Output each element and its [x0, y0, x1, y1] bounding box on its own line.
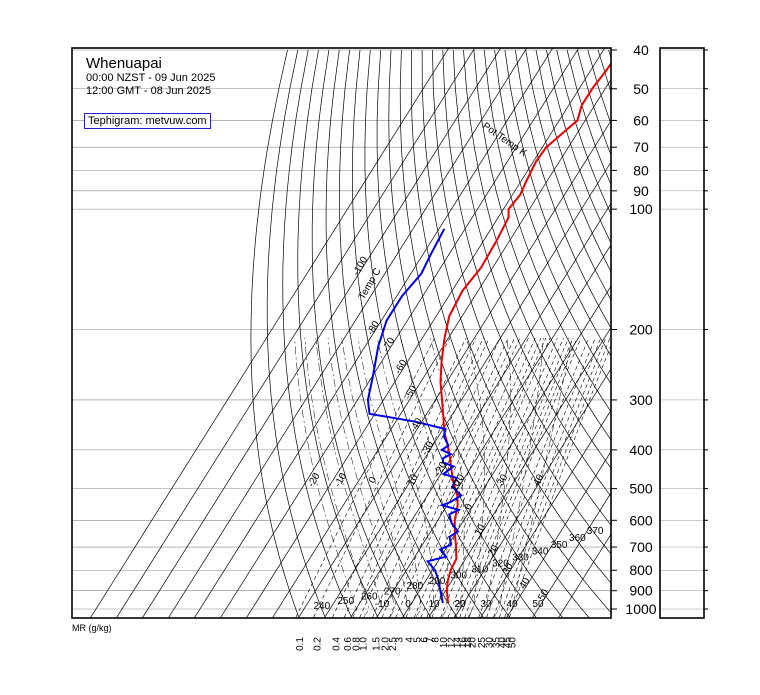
- dry-adiabat-line: [671, 50, 760, 618]
- mixing-ratio-line: [509, 338, 614, 618]
- mr-label: 0.1: [295, 637, 306, 651]
- saturated-adiabat-line: [342, 338, 408, 618]
- bottom-temp-label: 40: [506, 599, 518, 610]
- pressure-label: 200: [629, 322, 653, 338]
- pressure-label: 900: [629, 583, 653, 599]
- pressure-label: 60: [633, 112, 649, 128]
- theta-label: 290: [429, 576, 446, 587]
- local-time: 00:00 NZST - 09 Jun 2025: [86, 72, 215, 85]
- pressure-label: 100: [629, 201, 653, 217]
- theta-label: 260: [361, 591, 378, 602]
- dry-adiabat-line: [577, 50, 760, 618]
- pressure-label: 400: [629, 442, 653, 458]
- theta-label: 330: [512, 553, 529, 564]
- mr-label: 1.0: [358, 637, 369, 651]
- pressure-label: 300: [629, 392, 653, 408]
- pressure-label: 700: [629, 539, 653, 555]
- mr-label: 50: [507, 637, 518, 649]
- dry-adiabat-line: [251, 50, 299, 618]
- mixing-ratio-line: [333, 338, 467, 618]
- isotherm-label: -50: [403, 383, 420, 401]
- bottom-temp-label: 30: [480, 599, 492, 610]
- isotherm-label: 10: [473, 522, 488, 538]
- theta-label: 370: [587, 526, 604, 537]
- mr-label: 0.4: [331, 637, 342, 651]
- pressure-label: 40: [633, 42, 649, 58]
- theta-label: 270: [384, 586, 401, 597]
- sat-adiabat-label: -20: [306, 471, 323, 489]
- isotherm-label: 40: [517, 576, 532, 592]
- pressure-label: 50: [633, 81, 649, 97]
- dry-adiabat-line: [298, 50, 378, 618]
- mr-label: 0.2: [313, 637, 324, 651]
- theta-label: 360: [569, 533, 586, 544]
- credit-box: Tephigram: metvuw.com: [84, 113, 211, 129]
- wind-panel: [660, 48, 704, 618]
- isotherm-label: -80: [365, 319, 382, 337]
- title-block: Whenuapai 00:00 NZST - 09 Jun 2025 12:00…: [86, 55, 215, 98]
- isotherm-label: -60: [393, 358, 410, 376]
- theta-label: 250: [337, 596, 354, 607]
- dry-adiabat-line: [598, 50, 760, 618]
- saturated-adiabat-line: [377, 338, 434, 618]
- bottom-temp-label: 20: [454, 599, 466, 610]
- theta-label: 340: [532, 546, 549, 557]
- dry-adiabat-line: [267, 50, 325, 618]
- mr-axis-label: MR (g/kg): [72, 623, 112, 633]
- isotherm-label: -70: [381, 335, 398, 353]
- theta-label: 310: [471, 565, 488, 576]
- dry-adiabat-line: [588, 50, 760, 618]
- bottom-temp-label: 0: [405, 599, 411, 610]
- dry-adiabat-line: [640, 50, 760, 618]
- pressure-label: 90: [633, 183, 649, 199]
- mixing-ratio-line: [360, 338, 490, 618]
- pressure-label: 80: [633, 162, 649, 178]
- pressure-label: 500: [629, 481, 653, 497]
- dry-adiabat-line: [474, 50, 760, 618]
- theta-label: 320: [492, 559, 509, 570]
- station-name: Whenuapai: [86, 55, 215, 72]
- dry-adiabat-line: [650, 50, 760, 618]
- theta-label: 350: [551, 540, 568, 551]
- pressure-label: 600: [629, 512, 653, 528]
- pressure-label: 70: [633, 139, 649, 155]
- pressure-label: 1000: [625, 601, 656, 617]
- isotherm-label: -100: [351, 255, 371, 278]
- theta-label: 240: [313, 601, 330, 612]
- bottom-temp-label: 10: [428, 599, 440, 610]
- sat-adiabat-label: -10: [332, 471, 349, 489]
- utc-time: 12:00 GMT - 08 Jun 2025: [86, 85, 215, 98]
- sat-adiabat-label: 30: [495, 472, 510, 488]
- theta-label: 280: [407, 581, 424, 592]
- dry-adiabat-line: [660, 50, 760, 618]
- pressure-label: 800: [629, 562, 653, 578]
- theta-label: 300: [450, 570, 467, 581]
- isotherm-label: -40: [408, 416, 425, 434]
- isotherm-label: 0: [463, 502, 476, 513]
